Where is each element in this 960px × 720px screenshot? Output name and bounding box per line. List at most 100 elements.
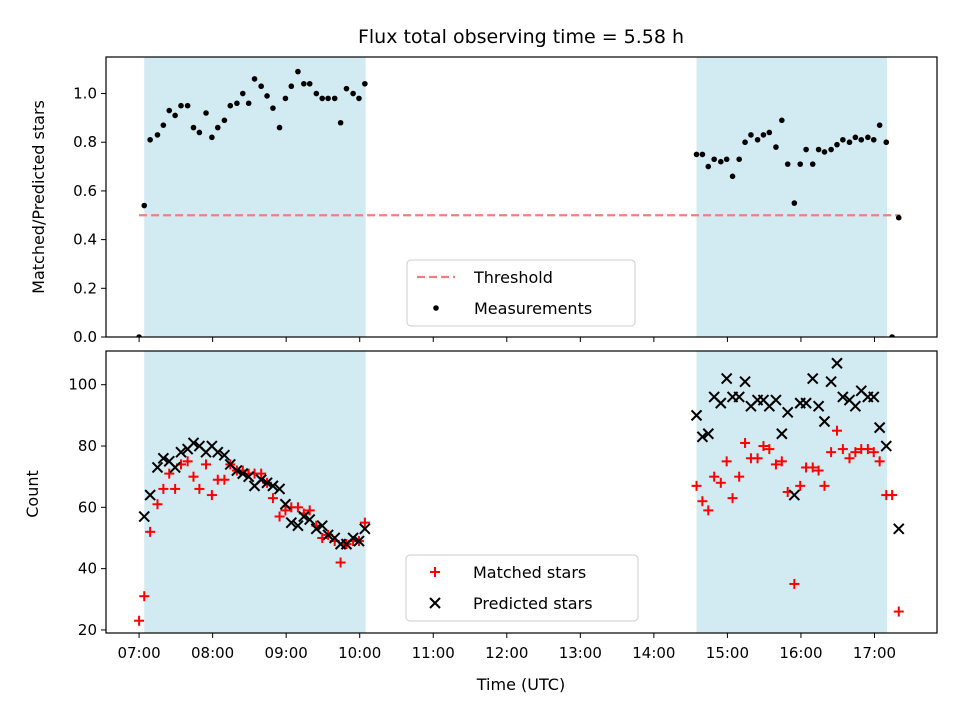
measurements-point bbox=[742, 139, 748, 146]
matched-stars-point bbox=[139, 591, 150, 602]
measurements-point bbox=[234, 100, 240, 107]
predicted-stars-point bbox=[715, 397, 727, 409]
marker-stroke bbox=[218, 449, 231, 461]
matched-stars-point bbox=[158, 483, 169, 494]
matched-stars-point bbox=[256, 468, 267, 479]
matched-stars-point bbox=[789, 578, 800, 589]
measurements-point bbox=[723, 156, 730, 163]
marker-stroke bbox=[144, 489, 156, 501]
marker-stroke bbox=[720, 372, 733, 385]
predicted-stars-point bbox=[831, 357, 843, 369]
y-tick-label: 20 bbox=[78, 621, 97, 639]
matched-stars-point bbox=[850, 447, 861, 458]
predicted-stars-point bbox=[316, 520, 328, 532]
matched-stars-point bbox=[721, 456, 732, 467]
marker-stroke bbox=[690, 409, 703, 422]
matched-stars-point bbox=[206, 490, 217, 501]
measurements-point bbox=[815, 146, 822, 153]
predicted-stars-point bbox=[782, 406, 794, 419]
measurements-point bbox=[895, 214, 902, 221]
predicted-stars-point bbox=[776, 428, 788, 440]
matched-stars-point bbox=[813, 465, 824, 476]
marker-stroke bbox=[739, 375, 751, 388]
top-y-axis-label: Matched/Predicted stars bbox=[29, 100, 48, 294]
measurements-point bbox=[141, 202, 148, 209]
matched-stars-point bbox=[170, 483, 181, 494]
matched-stars-point bbox=[819, 480, 830, 491]
predicted-stars-point bbox=[720, 372, 733, 385]
measurements-point bbox=[295, 68, 301, 75]
measurements-point bbox=[717, 158, 724, 165]
measurements-point bbox=[729, 173, 736, 180]
predicted-stars-point bbox=[849, 400, 862, 412]
y-tick-label: 1.0 bbox=[73, 85, 97, 103]
matched-stars-point bbox=[280, 505, 291, 516]
y-tick-label: 0.4 bbox=[73, 231, 97, 249]
matched-stars-point bbox=[292, 502, 303, 513]
predicted-stars-point bbox=[267, 480, 279, 492]
measurements-point bbox=[766, 129, 773, 136]
marker-stroke bbox=[353, 535, 365, 547]
x-tick-label: 14:00 bbox=[632, 644, 675, 662]
y-tick-label: 0.8 bbox=[73, 133, 97, 151]
marker-stroke bbox=[212, 446, 224, 458]
legend: Matched stars Predicted stars bbox=[405, 554, 639, 622]
predicted-stars-point bbox=[825, 375, 837, 388]
measurements-point bbox=[699, 151, 706, 158]
predicted-stars-point bbox=[788, 489, 801, 501]
marker-stroke bbox=[285, 516, 298, 529]
chart-title: Flux total observing time = 5.58 h bbox=[358, 26, 684, 48]
measurements-point bbox=[258, 83, 264, 90]
marker-stroke bbox=[757, 394, 770, 406]
marker-stroke bbox=[812, 400, 825, 412]
matched-stars-point bbox=[201, 459, 212, 470]
measurements-point bbox=[883, 139, 890, 146]
matched-stars-point bbox=[727, 493, 738, 504]
measurements-point bbox=[166, 107, 173, 114]
marker-stroke bbox=[800, 397, 812, 409]
measurements-point bbox=[325, 95, 331, 102]
marker-stroke bbox=[187, 437, 200, 449]
matched-stars-point bbox=[740, 437, 751, 448]
x-tick-label: 12:00 bbox=[485, 644, 528, 662]
matched-stars-point bbox=[764, 444, 775, 455]
matched-stars-point bbox=[715, 477, 726, 488]
plot-frame bbox=[105, 56, 938, 338]
predicted-stars-point bbox=[837, 391, 849, 403]
predicted-stars-point bbox=[237, 467, 249, 480]
x-tick-label: 13:00 bbox=[559, 644, 602, 662]
marker-stroke bbox=[329, 532, 341, 544]
matched-stars-point bbox=[734, 471, 745, 482]
measurements-point bbox=[350, 90, 356, 97]
measurements-point bbox=[797, 161, 804, 167]
matched-stars-point bbox=[807, 462, 818, 473]
measurements-point bbox=[239, 90, 246, 97]
measurements-point bbox=[288, 83, 295, 90]
x-tick-label: 17:00 bbox=[853, 644, 896, 662]
predicted-stars-point bbox=[807, 372, 819, 385]
matched-stars-point bbox=[887, 490, 898, 501]
legend-item: Matched stars bbox=[430, 563, 586, 582]
measurements-point bbox=[331, 95, 338, 102]
predicted-stars-point bbox=[868, 391, 880, 403]
marker-stroke bbox=[157, 452, 170, 464]
matched-stars-point bbox=[752, 453, 763, 464]
matched-stars-point bbox=[893, 606, 904, 617]
measurements-point bbox=[821, 149, 828, 155]
legend-label: Predicted stars bbox=[473, 594, 593, 613]
marker-stroke bbox=[825, 375, 837, 388]
measurements-point bbox=[209, 134, 215, 141]
predicted-stars-point bbox=[169, 461, 181, 474]
measurements-point bbox=[251, 76, 258, 82]
y-tick-label: 0.0 bbox=[73, 328, 97, 346]
measurements-point bbox=[828, 146, 834, 153]
predicted-stars-point bbox=[359, 523, 371, 535]
marker-stroke bbox=[843, 394, 856, 406]
predicted-stars-point bbox=[322, 529, 334, 541]
matched-stars-point bbox=[691, 480, 702, 491]
predicted-stars-point bbox=[218, 449, 231, 461]
data-layer bbox=[136, 68, 902, 337]
marker-stroke bbox=[873, 421, 886, 434]
x-tick-label: 15:00 bbox=[706, 644, 749, 662]
